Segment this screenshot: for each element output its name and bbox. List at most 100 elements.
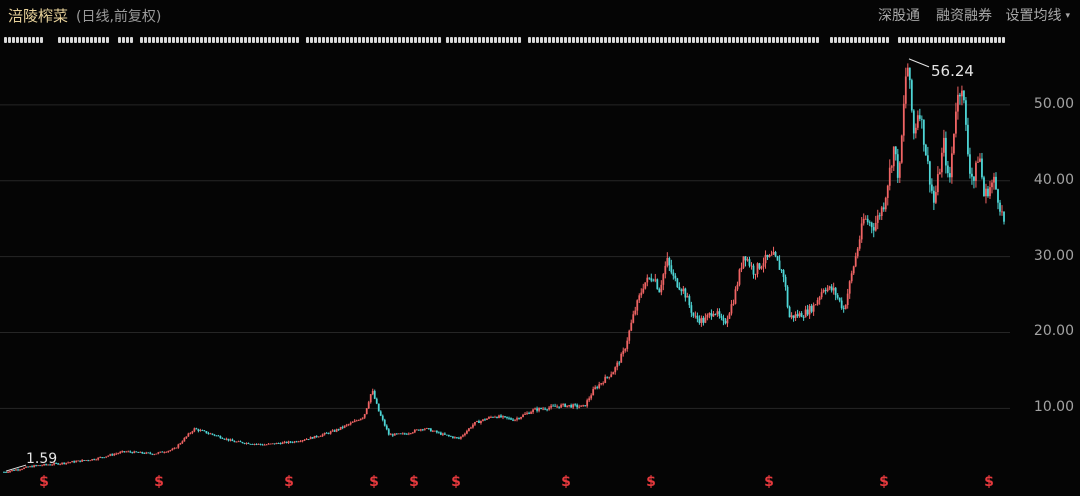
event-marker (482, 37, 485, 43)
event-marker (982, 37, 985, 43)
candle-body (323, 432, 326, 435)
candle-body (159, 451, 162, 453)
event-marker (78, 37, 81, 43)
candle-body (73, 461, 76, 463)
candle-body (157, 452, 160, 454)
event-marker (200, 37, 203, 43)
settings-ma-button[interactable]: 设置均线 ▾ (1005, 5, 1070, 25)
min-price-label: 1.59 (26, 451, 57, 467)
candle-body (546, 409, 548, 411)
candle-body (614, 367, 617, 373)
candle-body (898, 162, 901, 178)
event-marker (232, 37, 235, 43)
event-marker (898, 37, 901, 43)
candle-body (341, 426, 344, 428)
stock-name[interactable]: 涪陵榨菜 (8, 7, 69, 25)
candle-body (195, 428, 198, 430)
event-marker (592, 37, 595, 43)
event-marker (354, 37, 357, 43)
event-marker (902, 37, 905, 43)
candle-body (830, 286, 833, 291)
event-marker (556, 37, 559, 43)
event-marker (66, 37, 69, 43)
event-marker (518, 37, 521, 43)
event-marker (946, 37, 949, 43)
event-marker (780, 37, 783, 43)
event-marker (668, 37, 671, 43)
candle-body (55, 463, 58, 464)
candle-body (868, 222, 871, 224)
candle-body (227, 438, 230, 441)
candle-body (920, 118, 923, 120)
candle-body (247, 442, 250, 444)
event-marker (184, 37, 187, 43)
candle-body (822, 290, 825, 293)
event-marker (514, 37, 517, 43)
chart-mode-label[interactable]: (日线,前复权) (76, 9, 162, 25)
candle-body (389, 434, 392, 436)
event-marker (684, 37, 687, 43)
nav-shenzhen-connect[interactable]: 深股通 (878, 8, 920, 24)
candle-body (766, 254, 769, 258)
candle-body (684, 288, 687, 298)
event-marker (600, 37, 603, 43)
event-marker (470, 37, 473, 43)
candle-body (644, 282, 647, 289)
candle-body (297, 441, 300, 443)
dividend-marker: $ (764, 474, 774, 490)
candle-body (443, 433, 446, 435)
event-marker (382, 37, 385, 43)
candle-body (494, 416, 496, 418)
candle-body (674, 275, 677, 279)
candle-body (407, 433, 410, 435)
candle-body (85, 460, 88, 461)
candle-body (281, 442, 284, 445)
candle-body (936, 174, 939, 193)
event-marker (318, 37, 321, 43)
candle-body (183, 438, 186, 442)
candle-body (498, 415, 500, 418)
candle-body (439, 432, 442, 435)
candle-body (997, 189, 999, 203)
candle-body (379, 411, 382, 416)
candle-body (706, 314, 709, 318)
candle-body (383, 419, 386, 426)
event-marker (462, 37, 465, 43)
candle-body (568, 405, 571, 406)
candle-body (534, 408, 536, 410)
candle-body (486, 418, 488, 420)
candle-body (193, 428, 196, 432)
dividend-marker: $ (561, 474, 571, 490)
event-marker (272, 37, 275, 43)
candle-body (225, 438, 228, 440)
candle-body (145, 452, 148, 454)
candle-body (65, 462, 68, 464)
candle-body (985, 188, 987, 197)
candle-body (969, 154, 971, 174)
candle-body (113, 454, 116, 456)
candle-body (353, 420, 356, 423)
candle-body (337, 429, 340, 430)
candle-body (41, 465, 43, 467)
candle-body (496, 416, 498, 418)
event-marker (346, 37, 349, 43)
candle-body (211, 433, 214, 435)
settings-ma-label: 设置均线 (1005, 8, 1062, 24)
candle-body (860, 223, 863, 240)
event-marker (260, 37, 263, 43)
candle-body (359, 418, 362, 421)
event-marker (632, 37, 635, 43)
candle-body (205, 431, 208, 434)
event-marker (152, 37, 155, 43)
event-marker (624, 37, 627, 43)
event-marker (842, 37, 845, 43)
candle-body (536, 408, 538, 411)
candle-body (622, 350, 625, 354)
candle-body (351, 422, 354, 423)
candle-body (606, 376, 609, 378)
candle-body (852, 266, 855, 274)
event-marker (510, 37, 513, 43)
nav-margin-trading[interactable]: 融资融券 (936, 8, 992, 24)
event-marker (918, 37, 921, 43)
